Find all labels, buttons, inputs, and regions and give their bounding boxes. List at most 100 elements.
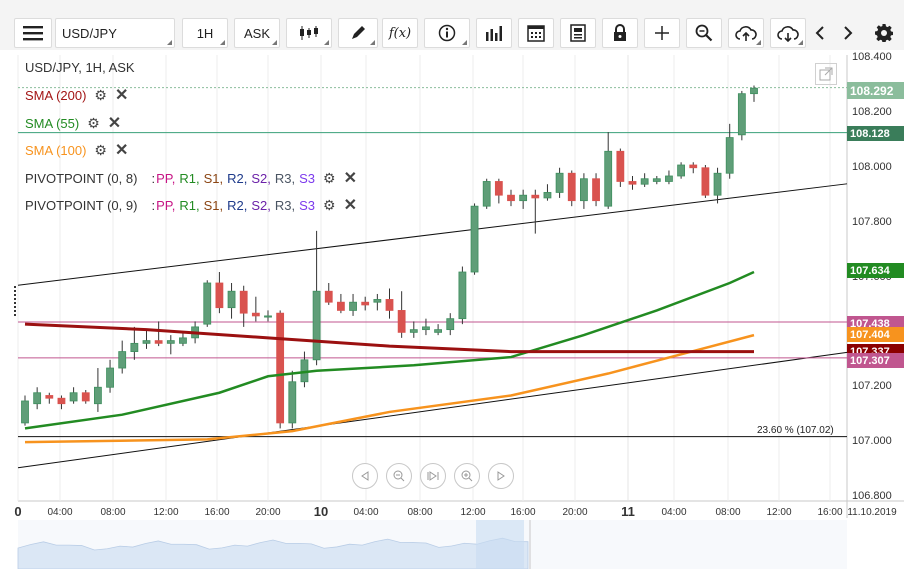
chevron-right-icon [844, 26, 853, 40]
chevron-left-icon [815, 26, 824, 40]
candle-body [507, 194, 515, 202]
settings-button[interactable] [870, 18, 898, 48]
candle-body [215, 282, 224, 309]
resize-handle[interactable] [14, 286, 18, 316]
chart-area[interactable]: USD/JPY, 1H, ASK SMA (200) ⚙ ✕ SMA (55) … [0, 50, 904, 569]
lock-button[interactable] [602, 18, 638, 48]
close-icon[interactable]: ✕ [107, 115, 122, 132]
candle-body [118, 351, 127, 369]
chart-title: USD/JPY, 1H, ASK [25, 60, 135, 75]
info-button[interactable] [424, 18, 470, 48]
reset-view-button[interactable] [420, 463, 446, 489]
indicator-sma55[interactable]: SMA (55) ⚙ ✕ [25, 113, 121, 133]
symbol-select[interactable]: USD/JPY [55, 18, 175, 48]
candle-body [519, 194, 528, 202]
download-button[interactable] [770, 18, 806, 48]
close-icon[interactable]: ✕ [343, 197, 357, 214]
cloud-download-icon [777, 26, 799, 42]
x-axis-label: 04:00 [661, 507, 687, 518]
zoom-in-icon [461, 470, 473, 482]
candle-body [640, 178, 649, 185]
candle-body [458, 271, 467, 320]
popout-icon [819, 67, 833, 81]
chart-type-button[interactable] [286, 18, 332, 48]
y-axis-label: 107.800 [852, 215, 892, 228]
zoom-button[interactable] [686, 18, 722, 48]
y-axis-label: 108.400 [852, 51, 892, 63]
close-icon[interactable]: ✕ [114, 142, 129, 159]
gear-icon[interactable]: ⚙ [94, 86, 107, 103]
candle-body [665, 175, 673, 182]
crosshair-button[interactable] [644, 18, 680, 48]
close-icon[interactable]: ✕ [343, 170, 357, 187]
x-axis-label: 08:00 [715, 507, 741, 518]
candle-body [33, 392, 42, 405]
candle-body [264, 315, 272, 318]
candle-body [154, 340, 163, 344]
candle-body [701, 167, 710, 196]
candle-body [713, 172, 722, 196]
candle-body [276, 312, 285, 424]
interval-select[interactable]: 1H [182, 18, 228, 48]
candle-body [555, 172, 564, 193]
zoom-out-button[interactable] [386, 463, 412, 489]
indicator-sma200[interactable]: SMA (200) ⚙ ✕ [25, 85, 128, 105]
close-icon[interactable]: ✕ [114, 87, 129, 104]
price-type-select[interactable]: ASK [234, 18, 280, 48]
volume-button[interactable] [476, 18, 512, 48]
bar-chart-icon [486, 26, 502, 41]
gear-icon[interactable]: ⚙ [323, 196, 336, 213]
indicator-sma100[interactable]: SMA (100) ⚙ ✕ [25, 140, 128, 160]
document-icon [570, 24, 586, 42]
indicator-sma55-label: SMA (55) [25, 115, 80, 131]
x-axis-label: 11 [621, 504, 635, 519]
scroll-right-button[interactable] [836, 18, 860, 48]
pan-left-button[interactable] [352, 463, 378, 489]
price-tag-line: 108.128 [847, 126, 904, 141]
y-axis-label: 107.000 [852, 435, 892, 448]
y-axis-label: 108.200 [852, 105, 892, 118]
zoom-in-button[interactable] [454, 463, 480, 489]
plot-background [18, 55, 847, 501]
x-axis-label: 12:00 [766, 507, 792, 518]
candle-body [616, 150, 625, 182]
sma55-line [24, 270, 755, 430]
popout-button[interactable] [815, 63, 837, 85]
candle-body [288, 381, 297, 424]
candle-body [750, 87, 758, 95]
news-button[interactable] [560, 18, 596, 48]
x-axis-label: 08:00 [407, 507, 433, 518]
calendar-button[interactable] [518, 18, 554, 48]
candle-body [166, 340, 175, 344]
price-chart[interactable] [0, 50, 904, 569]
calendar-icon [527, 25, 545, 42]
candle-body [94, 386, 102, 405]
candle-body [142, 340, 151, 344]
menu-button[interactable] [14, 18, 52, 48]
reset-icon [427, 471, 439, 481]
cloud-upload-icon [735, 26, 757, 41]
indicator-pivot-8[interactable]: PIVOTPOINT (0, 8) : PP, R1, S1, R2, S2, … [25, 169, 357, 188]
sma200-line [24, 322, 754, 354]
fib-label: 23.60 % (107.02) [757, 425, 834, 436]
candle-body [203, 282, 212, 325]
info-icon [438, 24, 456, 42]
upload-button[interactable] [728, 18, 764, 48]
triangle-right-icon [497, 471, 505, 481]
navigator-window[interactable] [476, 520, 524, 569]
candle-body [130, 342, 139, 352]
gear-icon[interactable]: ⚙ [87, 114, 100, 131]
pan-right-button[interactable] [488, 463, 514, 489]
indicators-button[interactable]: f(x) [382, 18, 418, 48]
candle-body [251, 312, 260, 317]
candle-body [57, 397, 66, 405]
gear-icon [875, 24, 893, 42]
gear-icon[interactable]: ⚙ [94, 141, 107, 158]
draw-tool-button[interactable] [338, 18, 378, 48]
navigator-series [17, 537, 529, 569]
gear-icon[interactable]: ⚙ [323, 169, 336, 186]
scroll-left-button[interactable] [808, 18, 832, 48]
candle-body [737, 93, 746, 136]
indicator-pivot-9[interactable]: PIVOTPOINT (0, 9) : PP, R1, S1, R2, S2, … [25, 196, 357, 215]
sma100-line [24, 333, 755, 444]
